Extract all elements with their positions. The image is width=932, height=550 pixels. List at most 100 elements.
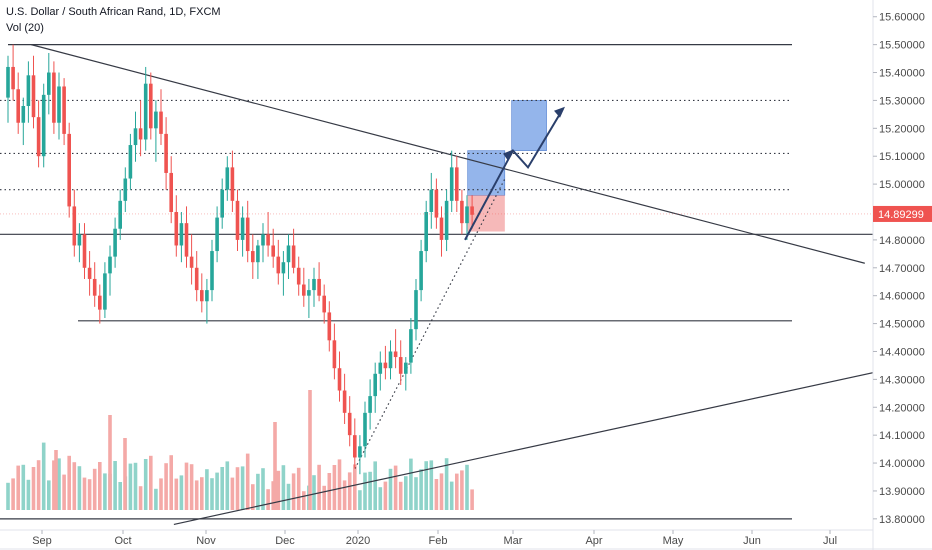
volume-bar (434, 479, 439, 510)
candle-body (317, 278, 321, 296)
volume-bar (118, 482, 122, 510)
volume-bar (312, 475, 316, 510)
candle-body (256, 245, 260, 263)
time-tick-label: Mar (504, 535, 523, 547)
price-tick-label: 14.50000 (879, 319, 925, 331)
volume-bar (21, 464, 26, 510)
candle-body (271, 245, 275, 257)
volume-bar (184, 462, 189, 510)
volume-bar (230, 477, 235, 510)
volume-bar (235, 467, 240, 510)
volume-bar (11, 478, 15, 510)
volume-bar (327, 473, 332, 510)
volume-bar (215, 472, 219, 510)
volume-bar (87, 479, 92, 510)
price-tick-label: 14.30000 (879, 374, 925, 386)
candle-body (123, 178, 128, 201)
volume-bar (31, 467, 36, 510)
time-tick-label: Sep (32, 535, 52, 547)
price-tick-label: 15.40000 (879, 68, 925, 80)
candle-body (205, 290, 209, 302)
candle-body (118, 200, 122, 229)
candle-body (92, 278, 97, 296)
candle-body (26, 75, 31, 106)
candle-body (434, 189, 439, 218)
volume-bar (332, 465, 337, 510)
candle-body (220, 189, 224, 218)
candle-body (332, 340, 337, 369)
candle-body (62, 86, 66, 134)
projection-box-target[interactable] (467, 150, 506, 196)
volume-bar (429, 460, 434, 510)
candle-body (251, 251, 255, 263)
candle-body (174, 212, 179, 246)
candle-body (21, 106, 26, 123)
volume-bar (398, 481, 403, 510)
trendline[interactable] (173, 364, 907, 526)
candle-body (169, 172, 173, 212)
candle-body (108, 256, 112, 274)
candle-body (36, 117, 41, 157)
candle-body (439, 217, 444, 240)
dotted-support-line[interactable] (354, 178, 506, 469)
price-tick-label: 15.10000 (879, 151, 925, 163)
candle-body (41, 94, 46, 157)
candle-body (6, 66, 10, 98)
projection-box-target[interactable] (511, 100, 547, 151)
volume-bar (113, 461, 117, 510)
volume-bar (393, 465, 398, 510)
volume-bar (47, 480, 51, 510)
time-tick-label: Oct (114, 535, 131, 547)
volume-bar (82, 477, 87, 510)
volume-bar (240, 466, 245, 510)
time-tick-label: Dec (275, 535, 295, 547)
price-axis[interactable] (873, 0, 932, 550)
projection-arrow[interactable] (464, 108, 564, 241)
candle-body (378, 362, 383, 374)
candle-body (419, 251, 423, 291)
candle-body (103, 273, 107, 310)
candle-body (337, 368, 342, 391)
volume-bar (378, 487, 383, 510)
candle-body (113, 228, 117, 257)
volume-bar (103, 473, 107, 510)
candle-body (128, 145, 133, 179)
volume-bar (149, 455, 153, 510)
candle-body (11, 66, 15, 90)
candle-body (424, 212, 428, 252)
volume-bar (337, 459, 342, 510)
volume-bar (133, 462, 138, 510)
volume-bar (414, 477, 418, 510)
volume-bar (317, 464, 321, 510)
volume-bar (26, 479, 31, 510)
trendline[interactable] (31, 44, 865, 264)
candle-body (353, 435, 357, 458)
time-tick-label: Jul (823, 535, 837, 547)
candle-body (138, 128, 143, 140)
volume-bar (261, 468, 265, 510)
volume-bar (424, 461, 428, 510)
candle-body (184, 223, 189, 257)
volume-bar (169, 455, 173, 510)
volume-bar (460, 470, 464, 510)
candle-body (327, 312, 332, 341)
volume-bar (404, 476, 408, 510)
volume-bar (296, 467, 301, 510)
candle-body (77, 234, 82, 246)
price-tick-label: 14.60000 (879, 291, 925, 303)
volume-bar (67, 455, 71, 510)
volume-bar (123, 438, 127, 510)
volume-bar (138, 486, 143, 510)
candle-body (87, 267, 92, 279)
price-tick-label: 14.80000 (879, 235, 925, 247)
candle-body (159, 111, 163, 134)
volume-bar (358, 490, 362, 510)
price-tick-label: 14.10000 (879, 430, 925, 442)
current-price-label: 14.89299 (878, 209, 924, 221)
time-tick-label: 2020 (346, 535, 370, 547)
volume-bar (409, 458, 413, 510)
candle-body (143, 83, 148, 140)
candle-body (245, 217, 250, 252)
